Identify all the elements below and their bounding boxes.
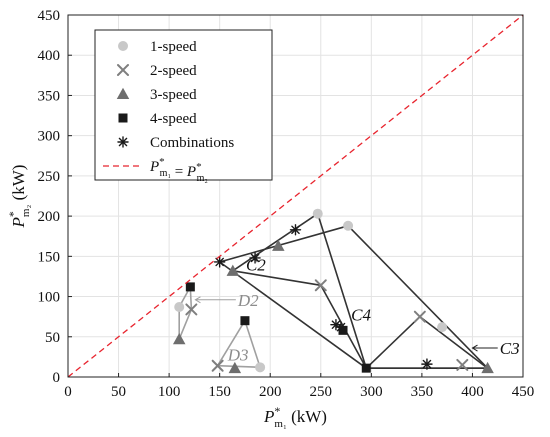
4-speed-point xyxy=(240,316,250,326)
y-tick-label: 150 xyxy=(38,249,61,265)
y-tick-label: 250 xyxy=(38,169,61,185)
y-tick-label: 200 xyxy=(38,209,61,225)
legend-item-2-speed: 2-speed xyxy=(117,63,197,79)
legend-label: Combinations xyxy=(150,135,234,151)
x-axis-label: P* m₁ (kW) xyxy=(263,404,327,430)
x-tick-label: 200 xyxy=(259,384,282,400)
4-speed-point xyxy=(361,363,371,373)
3-speed-point xyxy=(272,239,285,251)
legend-box xyxy=(94,29,273,181)
legend-item-4-speed: 4-speed xyxy=(118,111,197,127)
1-speed-point xyxy=(174,302,185,313)
y-tick-label: 0 xyxy=(53,370,61,386)
3-speed-point xyxy=(172,332,186,345)
y-tick-label: 100 xyxy=(38,290,61,306)
legend-item-equal-power-line: P* m₁ = P* m₂ xyxy=(103,156,208,184)
x-tick-label: 150 xyxy=(208,384,231,400)
x-tick-label: 50 xyxy=(111,384,126,400)
legend-item-1-speed: 1-speed xyxy=(118,39,197,55)
legend-swatch xyxy=(118,113,128,123)
x-tick-label: 450 xyxy=(512,384,535,400)
4-speed-point xyxy=(185,282,195,292)
x-tick-label: 350 xyxy=(411,384,434,400)
annotation-c4: C4 xyxy=(351,305,371,324)
legend-item-3-speed: 3-speed xyxy=(116,87,197,103)
combinations-point xyxy=(249,252,261,264)
1-speed-point xyxy=(437,322,448,333)
3-speed-point xyxy=(481,361,494,374)
combinations-point xyxy=(213,256,226,268)
3-speed-point xyxy=(228,361,242,374)
series-3-speed xyxy=(172,239,494,374)
series-1-speed xyxy=(174,208,448,373)
1-speed-point xyxy=(312,208,323,219)
annotation-c2: C2 xyxy=(246,255,266,274)
legend-label: 3-speed xyxy=(150,87,197,103)
legend-swatch xyxy=(116,87,130,99)
arrow-d2 xyxy=(194,296,236,304)
x-tick-label: 0 xyxy=(64,384,72,400)
annotations: C2 C4 C3 D2 D3 xyxy=(194,255,520,364)
y-tick-label: 400 xyxy=(38,48,61,64)
legend-swatch xyxy=(117,64,129,76)
x-tick-label: 400 xyxy=(461,384,484,400)
legend-label: 1-speed xyxy=(150,39,197,55)
legend-swatch xyxy=(117,136,129,148)
annotation-d2: D2 xyxy=(237,291,259,310)
ticks: 0 50 100 150 200 250 300 350 400 450 0 50 100 150 200 2… xyxy=(38,8,535,400)
2-speed-point xyxy=(211,359,224,372)
y-tick-label: 450 xyxy=(38,8,61,24)
annotation-c3: C3 xyxy=(500,339,520,358)
legend-label: 4-speed xyxy=(150,111,197,127)
legend-swatch xyxy=(118,41,128,51)
x-tick-label: 100 xyxy=(158,384,181,400)
2-speed-point xyxy=(314,279,327,292)
combinations-point xyxy=(421,358,433,370)
y-tick-label: 50 xyxy=(45,330,60,346)
x-tick-label: 250 xyxy=(310,384,333,400)
y-tick-label: 350 xyxy=(38,88,61,104)
legend-label: P* m₁ = P* m₂ xyxy=(149,156,208,184)
combinations-point xyxy=(289,224,302,236)
series xyxy=(67,14,524,378)
2-speed-point xyxy=(413,310,426,323)
legend-item-combinations: Combinations xyxy=(117,135,234,151)
x-tick-label: 300 xyxy=(360,384,383,400)
3-speed-point xyxy=(226,264,240,276)
region-d3 xyxy=(216,319,261,369)
series-combinations xyxy=(213,224,433,370)
axes-frame xyxy=(67,14,524,378)
annotation-d3: D3 xyxy=(227,345,249,364)
2-speed-point xyxy=(185,303,198,316)
1-speed-point xyxy=(255,362,266,373)
arrow-c3 xyxy=(471,344,498,352)
series-2-speed xyxy=(185,279,469,372)
y-axis-label: P*m₂ (kW) xyxy=(6,165,32,229)
combinations-point xyxy=(335,321,347,333)
4-speed-point xyxy=(338,325,348,335)
2-speed-point xyxy=(456,358,469,371)
1-speed-point xyxy=(343,220,354,231)
series-4-speed xyxy=(185,282,371,373)
y-tick-label: 300 xyxy=(38,129,61,145)
legend-label: 2-speed xyxy=(150,63,197,79)
legend: 1-speed 2-speed 3-speed 4-speed Combinations… xyxy=(94,29,273,184)
equal-power-line xyxy=(67,14,524,378)
